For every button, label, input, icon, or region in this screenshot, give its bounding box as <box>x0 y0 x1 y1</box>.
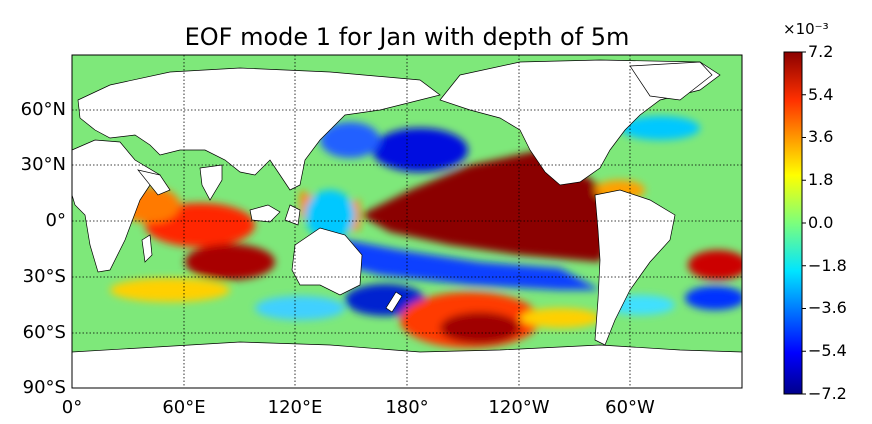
lon-label: 120°W <box>488 397 550 418</box>
colorbar-tick: −5.4 <box>808 341 847 360</box>
graticule <box>72 55 742 388</box>
colorbar-tick: −1.8 <box>808 256 847 275</box>
colorbar-tick: 7.2 <box>808 42 834 61</box>
lat-label: 90°S <box>22 377 66 398</box>
lat-label: 30°S <box>22 266 66 287</box>
africa <box>71 139 161 273</box>
land <box>71 59 743 389</box>
colorbar-tick: −3.6 <box>808 298 847 317</box>
lat-label: 30°N <box>20 154 66 175</box>
madagascar <box>141 234 153 263</box>
eurasia <box>77 67 441 191</box>
lon-label: 0° <box>61 397 83 418</box>
colorbar-tick: 1.8 <box>808 170 834 189</box>
lon-label: 120°E <box>267 397 323 418</box>
india <box>199 164 223 201</box>
colorbar-tick: 0.0 <box>808 213 834 232</box>
map-frame <box>71 54 743 389</box>
australia <box>291 227 363 296</box>
colorbar-exponent: ×10⁻³ <box>783 20 829 38</box>
lon-label: 60°W <box>605 397 655 418</box>
colorbar <box>783 51 806 395</box>
lat-label: 60°N <box>20 99 66 120</box>
map-title: EOF mode 1 for Jan with depth of 5m <box>184 23 630 51</box>
colorbar-gradient <box>784 52 802 394</box>
colorbar-tick: 3.6 <box>808 127 834 146</box>
south-america <box>594 189 676 346</box>
colorbar-tick: 5.4 <box>808 85 834 104</box>
lon-label: 180° <box>385 397 429 418</box>
greenland <box>629 61 713 101</box>
lon-label: 60°E <box>162 397 206 418</box>
colorbar-tick: −7.2 <box>808 384 847 403</box>
lat-label: 60°S <box>22 322 66 343</box>
lat-label: 0° <box>45 210 66 231</box>
